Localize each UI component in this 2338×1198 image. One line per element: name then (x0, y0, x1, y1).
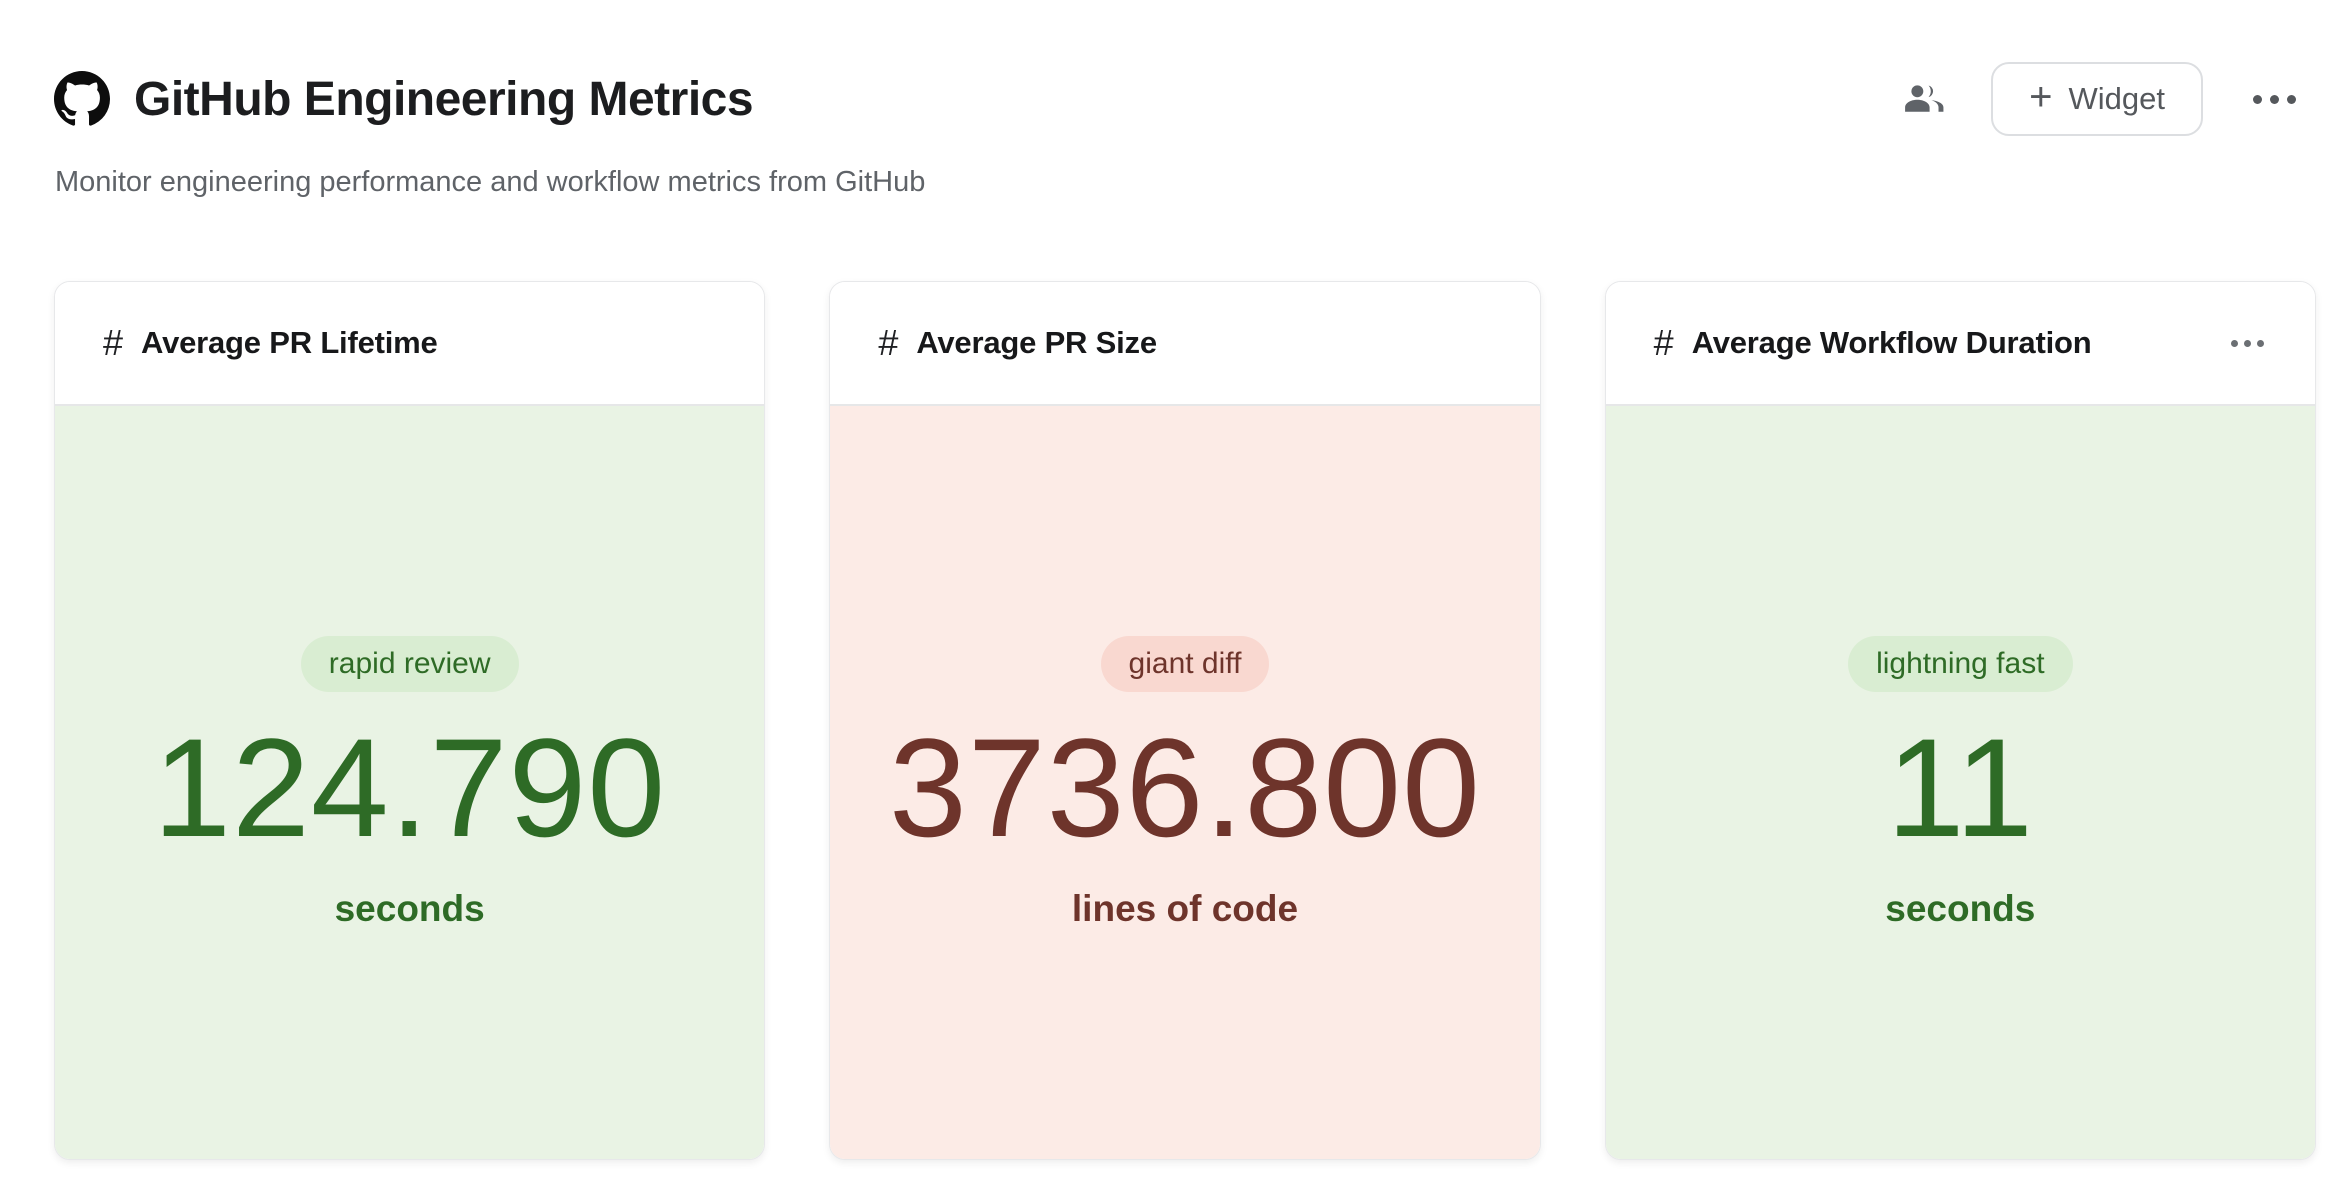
card-average-pr-lifetime: # Average PR Lifetime rapid review 124.7… (54, 281, 766, 1160)
plus-icon: + (2029, 75, 2053, 119)
card-header: # Average Workflow Duration (1605, 282, 2315, 406)
card-average-workflow-duration: # Average Workflow Duration lightning fa… (1604, 281, 2316, 1160)
people-icon[interactable] (1903, 81, 1945, 117)
metric-unit: seconds (1885, 887, 2036, 929)
github-logo-icon (54, 71, 110, 126)
card-average-pr-size: # Average PR Size giant diff 3736.800 li… (829, 281, 1541, 1160)
status-badge: lightning fast (1848, 635, 2073, 692)
card-header: # Average PR Size (830, 282, 1540, 406)
add-widget-label: Widget (2068, 81, 2165, 116)
metric-unit: lines of code (1071, 887, 1299, 929)
card-body: lightning fast 11 seconds (1605, 406, 2315, 1159)
hash-icon: # (103, 322, 124, 363)
page-title: GitHub Engineering Metrics (134, 72, 754, 126)
page-subtitle: Monitor engineering performance and work… (55, 166, 926, 198)
card-header: # Average PR Lifetime (55, 282, 765, 406)
card-title: Average PR Size (916, 325, 1157, 360)
brand: GitHub Engineering Metrics (54, 71, 754, 127)
card-title: Average PR Lifetime (141, 325, 438, 360)
header-controls: + Widget (1903, 62, 2300, 136)
metric-value: 124.790 (153, 708, 667, 866)
metric-unit: seconds (334, 887, 485, 929)
page-menu-ellipsis-icon[interactable] (2249, 94, 2300, 104)
status-badge: giant diff (1100, 635, 1270, 692)
card-title: Average Workflow Duration (1691, 325, 2092, 360)
hash-icon: # (1653, 322, 1674, 363)
hash-icon: # (878, 322, 899, 363)
metric-value: 3736.800 (889, 708, 1481, 866)
header: GitHub Engineering Metrics + Widget (54, 62, 2300, 136)
add-widget-button[interactable]: + Widget (1991, 62, 2203, 136)
card-body: rapid review 124.790 seconds (55, 406, 765, 1159)
metric-value: 11 (1886, 708, 2034, 866)
card-menu-button[interactable] (2228, 339, 2267, 347)
cards-grid: # Average PR Lifetime rapid review 124.7… (54, 281, 2316, 1160)
status-badge: rapid review (300, 635, 519, 692)
card-body: giant diff 3736.800 lines of code (830, 406, 1540, 1159)
